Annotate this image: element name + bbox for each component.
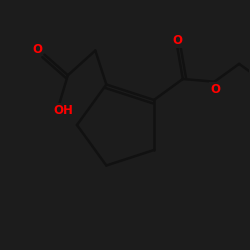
Text: O: O <box>33 43 43 56</box>
Text: O: O <box>210 83 220 96</box>
Text: O: O <box>172 34 182 47</box>
Text: OH: OH <box>53 104 73 117</box>
